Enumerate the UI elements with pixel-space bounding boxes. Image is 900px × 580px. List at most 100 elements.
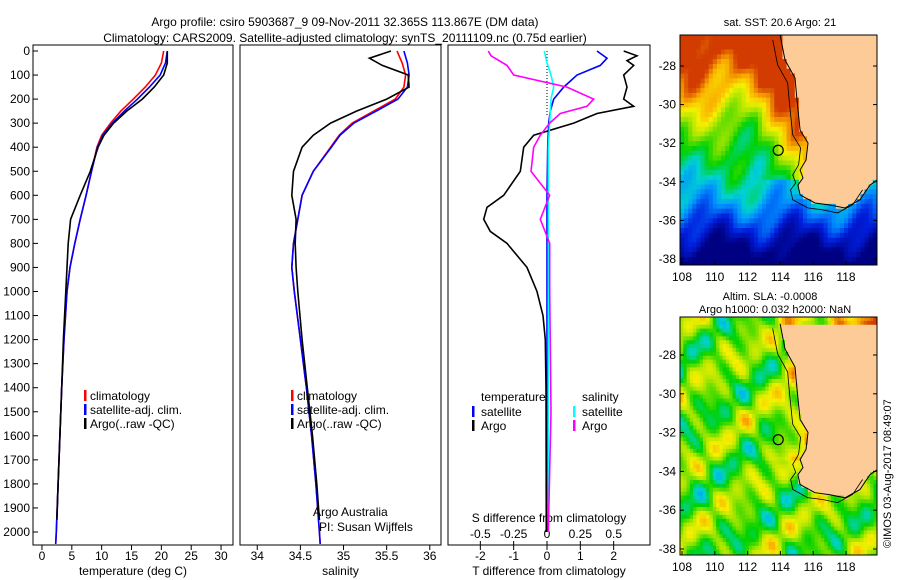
map-cell xyxy=(699,452,704,458)
map-cell xyxy=(844,189,849,195)
map-cell xyxy=(839,136,845,142)
map-cell xyxy=(752,340,757,345)
map-cell xyxy=(716,348,720,353)
map-cell xyxy=(870,363,875,369)
map-cell xyxy=(757,88,763,94)
map-cell xyxy=(722,437,727,442)
map-cell xyxy=(863,367,868,372)
map-cell xyxy=(835,242,841,248)
map-cell xyxy=(870,324,875,330)
map-cell xyxy=(798,126,804,133)
map-cell xyxy=(680,348,684,353)
map-cell xyxy=(733,155,738,161)
map-cell xyxy=(857,359,861,365)
map-cell xyxy=(708,131,714,137)
map-cell xyxy=(696,44,702,51)
map-cell xyxy=(771,375,776,380)
map-cell xyxy=(696,252,702,258)
map-cell xyxy=(794,141,800,147)
map-cell xyxy=(778,83,784,89)
map-cell xyxy=(716,340,720,345)
map-cell xyxy=(785,402,789,407)
map-cell xyxy=(827,340,832,345)
map-cell xyxy=(786,39,792,46)
map-cell xyxy=(823,194,829,200)
map-cell xyxy=(742,348,747,353)
map-cell xyxy=(774,117,779,123)
map-cell xyxy=(857,441,861,446)
map-cell xyxy=(758,324,763,330)
map-cell xyxy=(680,410,684,415)
map-cell xyxy=(762,468,766,473)
map-cell xyxy=(850,355,855,361)
map-cell xyxy=(830,417,835,423)
map-cell xyxy=(688,174,693,181)
map-cell xyxy=(696,102,702,108)
map-cell xyxy=(752,406,757,411)
map-cell xyxy=(872,39,877,46)
map-cell xyxy=(794,448,799,454)
map-cell xyxy=(753,179,759,186)
map-cell xyxy=(712,390,717,396)
map-cell xyxy=(752,445,757,450)
map-cell xyxy=(757,68,763,75)
map-cell xyxy=(876,131,877,137)
map-cell xyxy=(872,49,877,55)
map-cell xyxy=(749,146,755,152)
map-cell xyxy=(689,320,694,326)
map-cell xyxy=(814,367,819,372)
map-cell xyxy=(753,150,759,157)
map-cell xyxy=(709,421,714,427)
map-cell xyxy=(834,340,839,345)
map-cell xyxy=(680,126,685,133)
map-cell xyxy=(704,179,710,186)
map-cell xyxy=(781,402,786,407)
map-cell xyxy=(868,146,874,152)
map-cell xyxy=(680,170,685,176)
map-cell xyxy=(706,456,711,462)
map-cell xyxy=(755,328,760,334)
map-cell xyxy=(774,208,779,215)
map-cell xyxy=(775,328,779,334)
map-cell xyxy=(811,410,816,415)
map-cell xyxy=(699,441,704,446)
map-cell xyxy=(811,340,816,345)
map-cell xyxy=(748,417,753,423)
map-cell xyxy=(835,78,841,84)
map-cell xyxy=(768,363,773,369)
map-cell xyxy=(686,344,691,349)
map-cell xyxy=(755,452,760,458)
map-cell xyxy=(864,174,870,181)
map-cell xyxy=(827,252,833,258)
map-cell xyxy=(729,78,734,84)
map-cell xyxy=(680,386,684,392)
map-cell xyxy=(823,213,829,219)
map-cell xyxy=(798,54,804,60)
map-cell xyxy=(837,336,842,341)
map-cell xyxy=(785,383,789,388)
map-cell xyxy=(742,394,747,400)
map-cell xyxy=(749,131,755,137)
map-cell xyxy=(852,83,857,89)
map-cell xyxy=(834,410,839,415)
map-cell xyxy=(753,199,759,205)
map-cell xyxy=(844,194,849,200)
map-cell xyxy=(852,232,857,239)
map-cell xyxy=(856,126,861,133)
map-cell xyxy=(868,199,874,205)
map-cell xyxy=(722,390,727,396)
map-cell xyxy=(752,417,757,423)
map-cell xyxy=(692,208,697,215)
map-cell xyxy=(753,121,759,128)
map-cell xyxy=(788,317,793,322)
map-cell xyxy=(790,92,796,99)
map-cell xyxy=(827,406,832,411)
map-cell xyxy=(831,35,837,41)
map-cell xyxy=(696,54,702,60)
map-cell xyxy=(745,117,751,123)
map-cell xyxy=(689,379,694,384)
map-cell xyxy=(762,73,767,79)
map-cell xyxy=(739,402,743,407)
map-cell xyxy=(765,383,770,388)
map-cell xyxy=(686,386,691,392)
